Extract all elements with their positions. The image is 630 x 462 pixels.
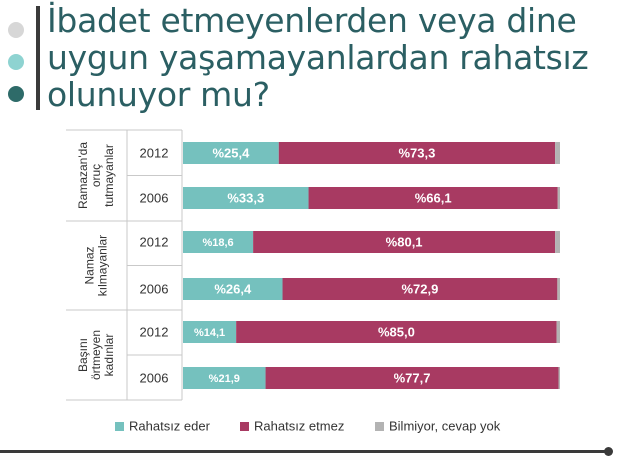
legend-label: Rahatsız eder xyxy=(129,418,211,433)
group-label: kadınlar xyxy=(102,334,116,377)
bullet-dot-light-teal xyxy=(8,54,24,70)
legend-swatch xyxy=(115,422,124,431)
bar-segment xyxy=(183,142,279,164)
legend-label: Rahatsız etmez xyxy=(254,418,344,433)
bar-segment xyxy=(308,187,558,209)
group-label: oruç xyxy=(89,164,103,187)
bottom-rule xyxy=(0,450,608,453)
group-label: kılmayanlar xyxy=(96,235,110,296)
title-divider xyxy=(36,6,40,110)
bar-segment xyxy=(555,231,560,253)
bar-segment xyxy=(278,142,556,164)
year-label: 2006 xyxy=(140,281,169,296)
bar-segment xyxy=(253,231,556,253)
legend-swatch xyxy=(375,422,384,431)
bar-segment xyxy=(282,278,558,300)
bar-segment xyxy=(183,187,309,209)
group-label: Başını xyxy=(76,338,90,372)
bar-segment xyxy=(183,231,254,253)
bar-segment xyxy=(557,278,560,300)
bar-segment xyxy=(555,142,560,164)
bar-segment xyxy=(265,367,559,389)
year-label: 2006 xyxy=(140,370,169,385)
legend-label: Bilmiyor, cevap yok xyxy=(389,418,501,433)
bar-segment xyxy=(183,278,283,300)
year-label: 2012 xyxy=(140,324,169,339)
bar-segment xyxy=(236,321,557,343)
data-label: %66,1 xyxy=(415,190,452,205)
slide-title: İbadet etmeyenlerden veya dine uygun yaş… xyxy=(47,1,589,114)
data-label: %18,6 xyxy=(202,237,233,249)
data-label: %73,3 xyxy=(398,145,435,160)
bar-segment xyxy=(557,187,560,209)
bullet-dot-dark-teal xyxy=(8,86,24,102)
year-label: 2012 xyxy=(140,145,169,160)
bullet-dot-light-gray xyxy=(8,22,24,38)
group-label: Namaz xyxy=(83,246,97,284)
legend-swatch xyxy=(240,422,249,431)
data-label: %14,1 xyxy=(194,327,225,339)
year-label: 2012 xyxy=(140,234,169,249)
data-label: %21,9 xyxy=(209,373,240,385)
data-label: %25,4 xyxy=(212,145,250,160)
bar-segment xyxy=(183,321,237,343)
group-label: tutmayanlar xyxy=(102,144,116,207)
bar-segment xyxy=(556,321,560,343)
data-label: %85,0 xyxy=(378,324,415,339)
data-label: %80,1 xyxy=(386,234,423,249)
data-label: %77,7 xyxy=(394,370,431,385)
bar-segment xyxy=(183,367,266,389)
bar-segment xyxy=(558,367,560,389)
group-label: örtmeyen xyxy=(89,330,103,380)
bottom-rule-knob xyxy=(604,447,613,456)
data-label: %72,9 xyxy=(402,281,439,296)
data-label: %26,4 xyxy=(214,281,252,296)
data-label: %33,3 xyxy=(227,190,264,205)
group-label: Ramazan'da xyxy=(76,142,90,209)
year-label: 2006 xyxy=(140,190,169,205)
